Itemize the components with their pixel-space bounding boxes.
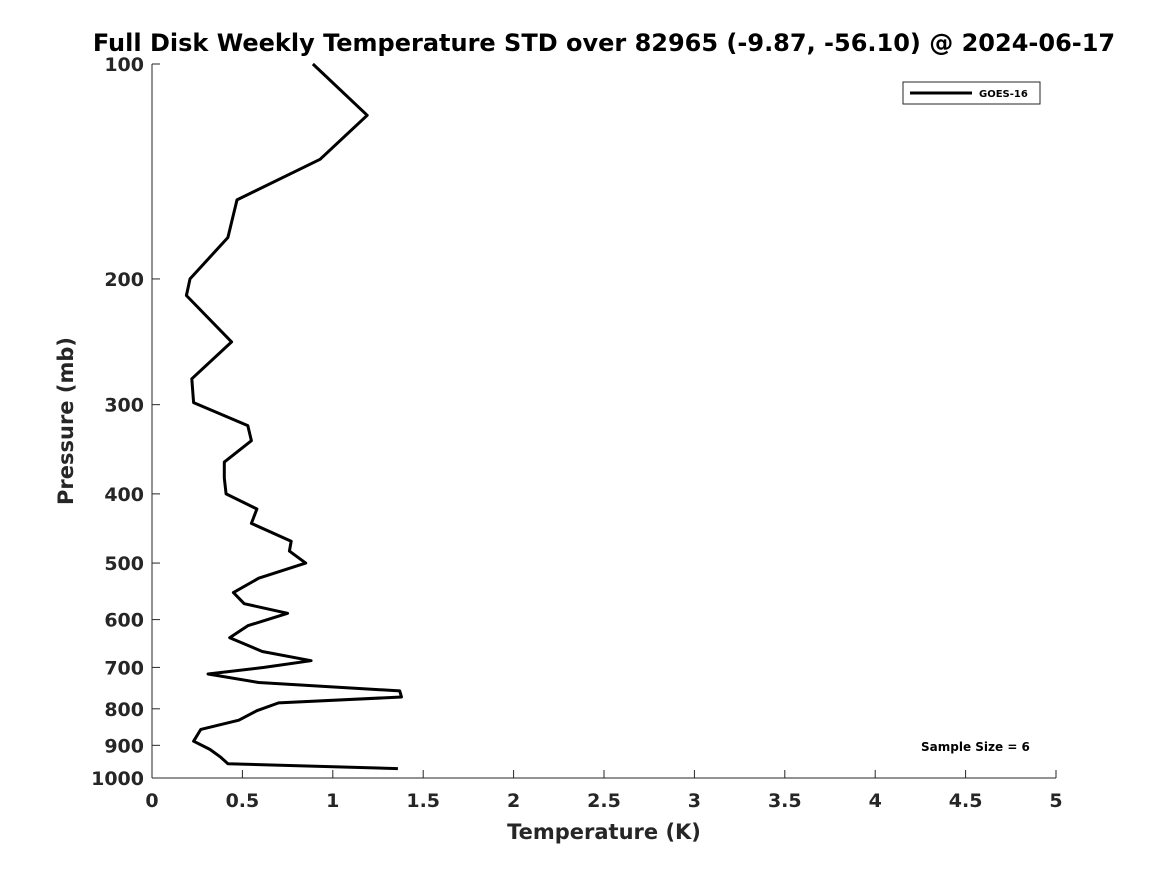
y-tick-label: 300 [104, 395, 144, 417]
y-tick-label: 700 [104, 657, 144, 679]
y-axis-label: Pressure (mb) [54, 337, 78, 505]
legend-label-goes-16: GOES-16 [979, 89, 1028, 100]
x-tick-label: 1.5 [406, 790, 440, 812]
y-tick-label: 200 [104, 269, 144, 291]
series-line-goes-16 [184, 62, 403, 771]
y-tick-label: 100 [104, 54, 144, 76]
x-tick-label: 2 [507, 790, 520, 812]
y-tick-label: 900 [104, 735, 144, 757]
y-tick-label: 800 [104, 699, 144, 721]
x-tick-label: 3 [688, 790, 701, 812]
x-tick-label: 4 [869, 790, 882, 812]
x-tick-label: 0.5 [226, 790, 260, 812]
plot-area [151, 64, 1056, 779]
x-tick-label: 0 [145, 790, 158, 812]
x-axis-label: Temperature (K) [507, 820, 701, 844]
y-tick-label: 1000 [91, 768, 144, 790]
y-tick-label: 400 [104, 484, 144, 506]
series-layer [184, 62, 403, 771]
chart-title: Full Disk Weekly Temperature STD over 82… [93, 29, 1115, 57]
sample-size-annotation: Sample Size = 6 [921, 740, 1030, 754]
x-tick-label: 5 [1049, 790, 1062, 812]
y-tick-label: 500 [104, 553, 144, 575]
x-tick-label: 1 [326, 790, 339, 812]
x-tick-label: 2.5 [587, 790, 621, 812]
y-ticks: 100 200 300 400 500 600 700 800 900 1000 [91, 54, 160, 790]
y-tick-label: 600 [104, 610, 144, 632]
legend: GOES-16 [902, 81, 1041, 105]
x-ticks: 0 0.5 1 1.5 2 2.5 3 3.5 4 4.5 5 [145, 770, 1063, 812]
x-tick-label: 4.5 [949, 790, 983, 812]
x-tick-label: 3.5 [768, 790, 802, 812]
